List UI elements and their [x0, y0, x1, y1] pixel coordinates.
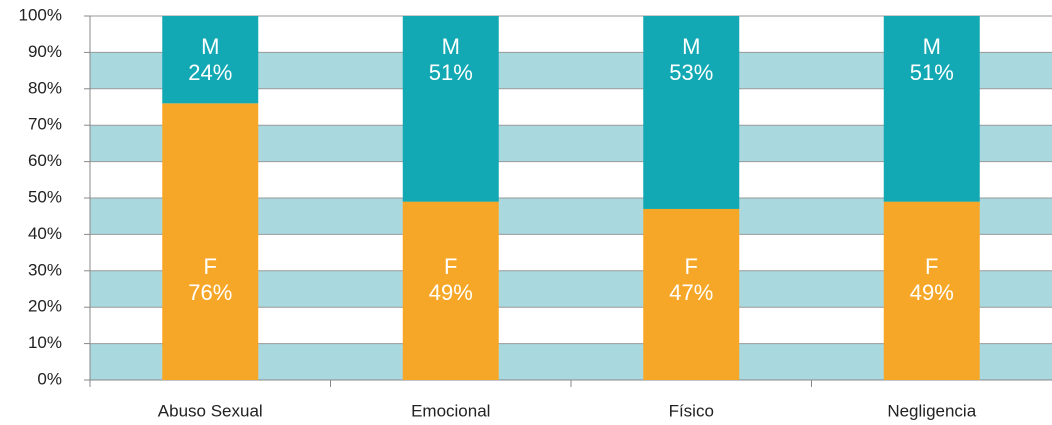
y-tick-label: 70% — [28, 115, 62, 134]
value-label: 24% — [188, 60, 232, 85]
segment-name: F — [925, 254, 938, 279]
y-tick-label: 60% — [28, 151, 62, 170]
bar-segment — [162, 103, 259, 381]
y-tick-label: 90% — [28, 42, 62, 61]
value-label: 49% — [910, 280, 954, 305]
segment-name: M — [682, 34, 700, 59]
value-label: 51% — [429, 60, 473, 85]
x-tick-label: Abuso Sexual — [158, 401, 263, 420]
bar-segment — [643, 208, 740, 380]
x-tick-label: Físico — [669, 401, 714, 420]
y-tick-label: 30% — [28, 260, 62, 279]
y-tick-label: 100% — [19, 5, 62, 24]
bar-segment — [883, 201, 980, 380]
y-tick-label: 80% — [28, 78, 62, 97]
bar-segment — [162, 16, 259, 104]
segment-name: F — [444, 254, 457, 279]
y-tick-label: 0% — [37, 369, 62, 388]
segment-name: M — [442, 34, 460, 59]
y-tick-label: 20% — [28, 297, 62, 316]
bar-segment — [402, 201, 499, 380]
value-label: 76% — [188, 280, 232, 305]
value-label: 49% — [429, 280, 473, 305]
y-tick-label: 40% — [28, 224, 62, 243]
value-label: 53% — [669, 60, 713, 85]
bar-segment — [402, 16, 499, 202]
x-tick-label: Emocional — [411, 401, 490, 420]
bar-segment — [883, 16, 980, 202]
value-label: 51% — [910, 60, 954, 85]
segment-name: F — [685, 254, 698, 279]
segment-name: F — [204, 254, 217, 279]
x-tick-label: Negligencia — [887, 401, 976, 420]
value-label: 47% — [669, 280, 713, 305]
y-tick-label: 50% — [28, 187, 62, 206]
bar-segment — [643, 16, 740, 209]
segment-name: M — [923, 34, 941, 59]
y-tick-label: 10% — [28, 333, 62, 352]
segment-name: M — [201, 34, 219, 59]
